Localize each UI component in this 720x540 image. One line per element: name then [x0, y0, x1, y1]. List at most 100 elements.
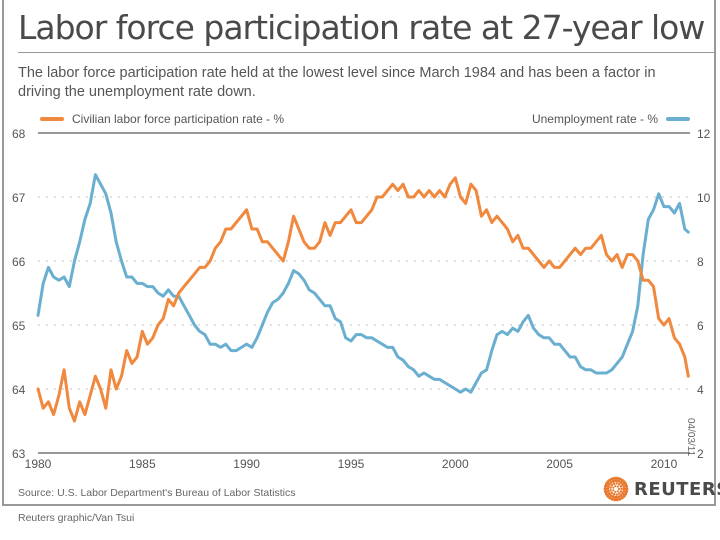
logo-dot: [612, 482, 616, 485]
logo-dot: [610, 491, 614, 494]
participation-rate-line: [36, 176, 690, 423]
logo-dot: [617, 495, 620, 499]
logo-dot: [621, 492, 625, 496]
logo-dot: [609, 489, 612, 492]
logo-dot: [622, 487, 626, 491]
logo-dot: [610, 484, 614, 487]
series-lines: [36, 173, 690, 423]
logo-dot: [612, 479, 615, 483]
logo-dot: [608, 478, 612, 482]
right-tick-label: 10: [697, 191, 711, 205]
title-divider: [18, 52, 714, 53]
legend-label-unemployment: Unemployment rate - %: [531, 112, 658, 126]
logo-dot: [617, 479, 620, 483]
logo-dot: [618, 477, 622, 481]
left-tick-label: 67: [12, 191, 26, 205]
x-tick-label: 2005: [546, 457, 573, 471]
legend-swatch-participation: [40, 117, 64, 121]
logo-dot: [619, 494, 623, 498]
logo-dot: [610, 477, 614, 481]
logo-dot: [617, 487, 621, 491]
legend-unemployment: Unemployment rate - %: [532, 112, 690, 126]
date-stamp: 04/03/11: [685, 418, 696, 457]
logo-dot: [604, 492, 608, 496]
logo-dot: [614, 484, 617, 488]
source-note: Source: U.S. Labor Department's Bureau o…: [18, 487, 296, 499]
chart-frame: [2, 0, 716, 506]
legend-participation: Civilian labor force participation rate …: [40, 112, 284, 126]
reuters-logo-icon: [603, 476, 629, 502]
logo-dot: [612, 489, 615, 492]
x-tick-label: 1985: [129, 457, 156, 471]
legend-swatch-unemployment: [666, 117, 690, 121]
logo-dot: [619, 480, 623, 484]
reuters-logo: REUTERS: [603, 476, 720, 502]
left-tick-label: 64: [12, 383, 26, 397]
logo-dot: [616, 485, 619, 488]
logo-dot: [607, 482, 611, 486]
logo-dot: [622, 490, 626, 493]
logo-dot: [610, 497, 614, 501]
logo-dot: [603, 484, 608, 488]
logo-dot: [615, 498, 619, 502]
logo-dot: [612, 495, 615, 499]
logo-dot: [615, 493, 618, 496]
logo-dot: [622, 485, 626, 488]
logo-dot: [614, 490, 617, 494]
left-tick-label: 65: [12, 319, 26, 333]
logo-dot: [616, 490, 619, 493]
x-tick-label: 1995: [338, 457, 365, 471]
right-axis-ticks: 2 4 6 8 10 12: [697, 127, 711, 461]
logo-dot: [614, 479, 618, 483]
right-tick-label: 4: [697, 383, 704, 397]
logo-dot: [624, 490, 629, 494]
logo-dot: [617, 492, 621, 495]
graphic-credit: Reuters graphic/Van Tsui: [18, 512, 135, 524]
logo-dot: [624, 482, 628, 486]
axes: [38, 132, 690, 454]
logo-dot: [614, 495, 618, 499]
logo-dot: [619, 485, 623, 488]
right-tick-label: 8: [697, 255, 704, 269]
logo-dot: [625, 487, 629, 491]
left-axis-ticks: 63 64 65 66 67 68: [12, 127, 26, 461]
right-tick-label: 6: [697, 319, 704, 333]
chart-title: Labor force participation rate at 27-yea…: [18, 8, 705, 47]
logo-dot: [609, 486, 612, 489]
right-tick-label: 12: [697, 127, 711, 141]
logo-dot: [609, 480, 613, 484]
x-axis-ticks: 1980 1985 1990 1995 2000 2005 2010: [25, 457, 678, 471]
logo-dot: [613, 476, 617, 480]
logo-dot: [619, 490, 623, 493]
x-tick-label: 1980: [25, 457, 52, 471]
logo-dot: [615, 482, 618, 485]
legend-label-participation: Civilian labor force participation rate …: [72, 112, 285, 126]
logo-dot: [621, 482, 625, 486]
x-tick-label: 1990: [233, 457, 260, 471]
unemployment-rate-line: [36, 173, 690, 394]
logo-dot: [603, 487, 607, 491]
logo-dot: [613, 498, 617, 502]
logo-dot: [620, 487, 623, 491]
x-tick-label: 2000: [442, 457, 469, 471]
logo-dot: [606, 485, 610, 488]
x-tick-label: 2010: [651, 457, 678, 471]
reuters-logo-text: REUTERS: [634, 478, 720, 500]
logo-dot: [609, 494, 613, 498]
logo-dot: [606, 490, 610, 493]
left-tick-label: 66: [12, 255, 26, 269]
logo-dot: [615, 476, 619, 480]
logo-dot: [606, 487, 610, 491]
logo-dot: [617, 483, 621, 486]
logo-dot: [612, 486, 615, 489]
logo-dot: [612, 493, 616, 496]
logo-dot: [618, 497, 622, 501]
chart-subtitle: The labor force participation rate held …: [18, 65, 656, 100]
logo-dot: [620, 496, 624, 500]
left-tick-label: 68: [12, 127, 26, 141]
right-tick-label: 2: [697, 447, 704, 461]
logo-dot: [603, 490, 608, 494]
left-tick-label: 63: [12, 447, 26, 461]
logo-dot: [607, 492, 611, 496]
